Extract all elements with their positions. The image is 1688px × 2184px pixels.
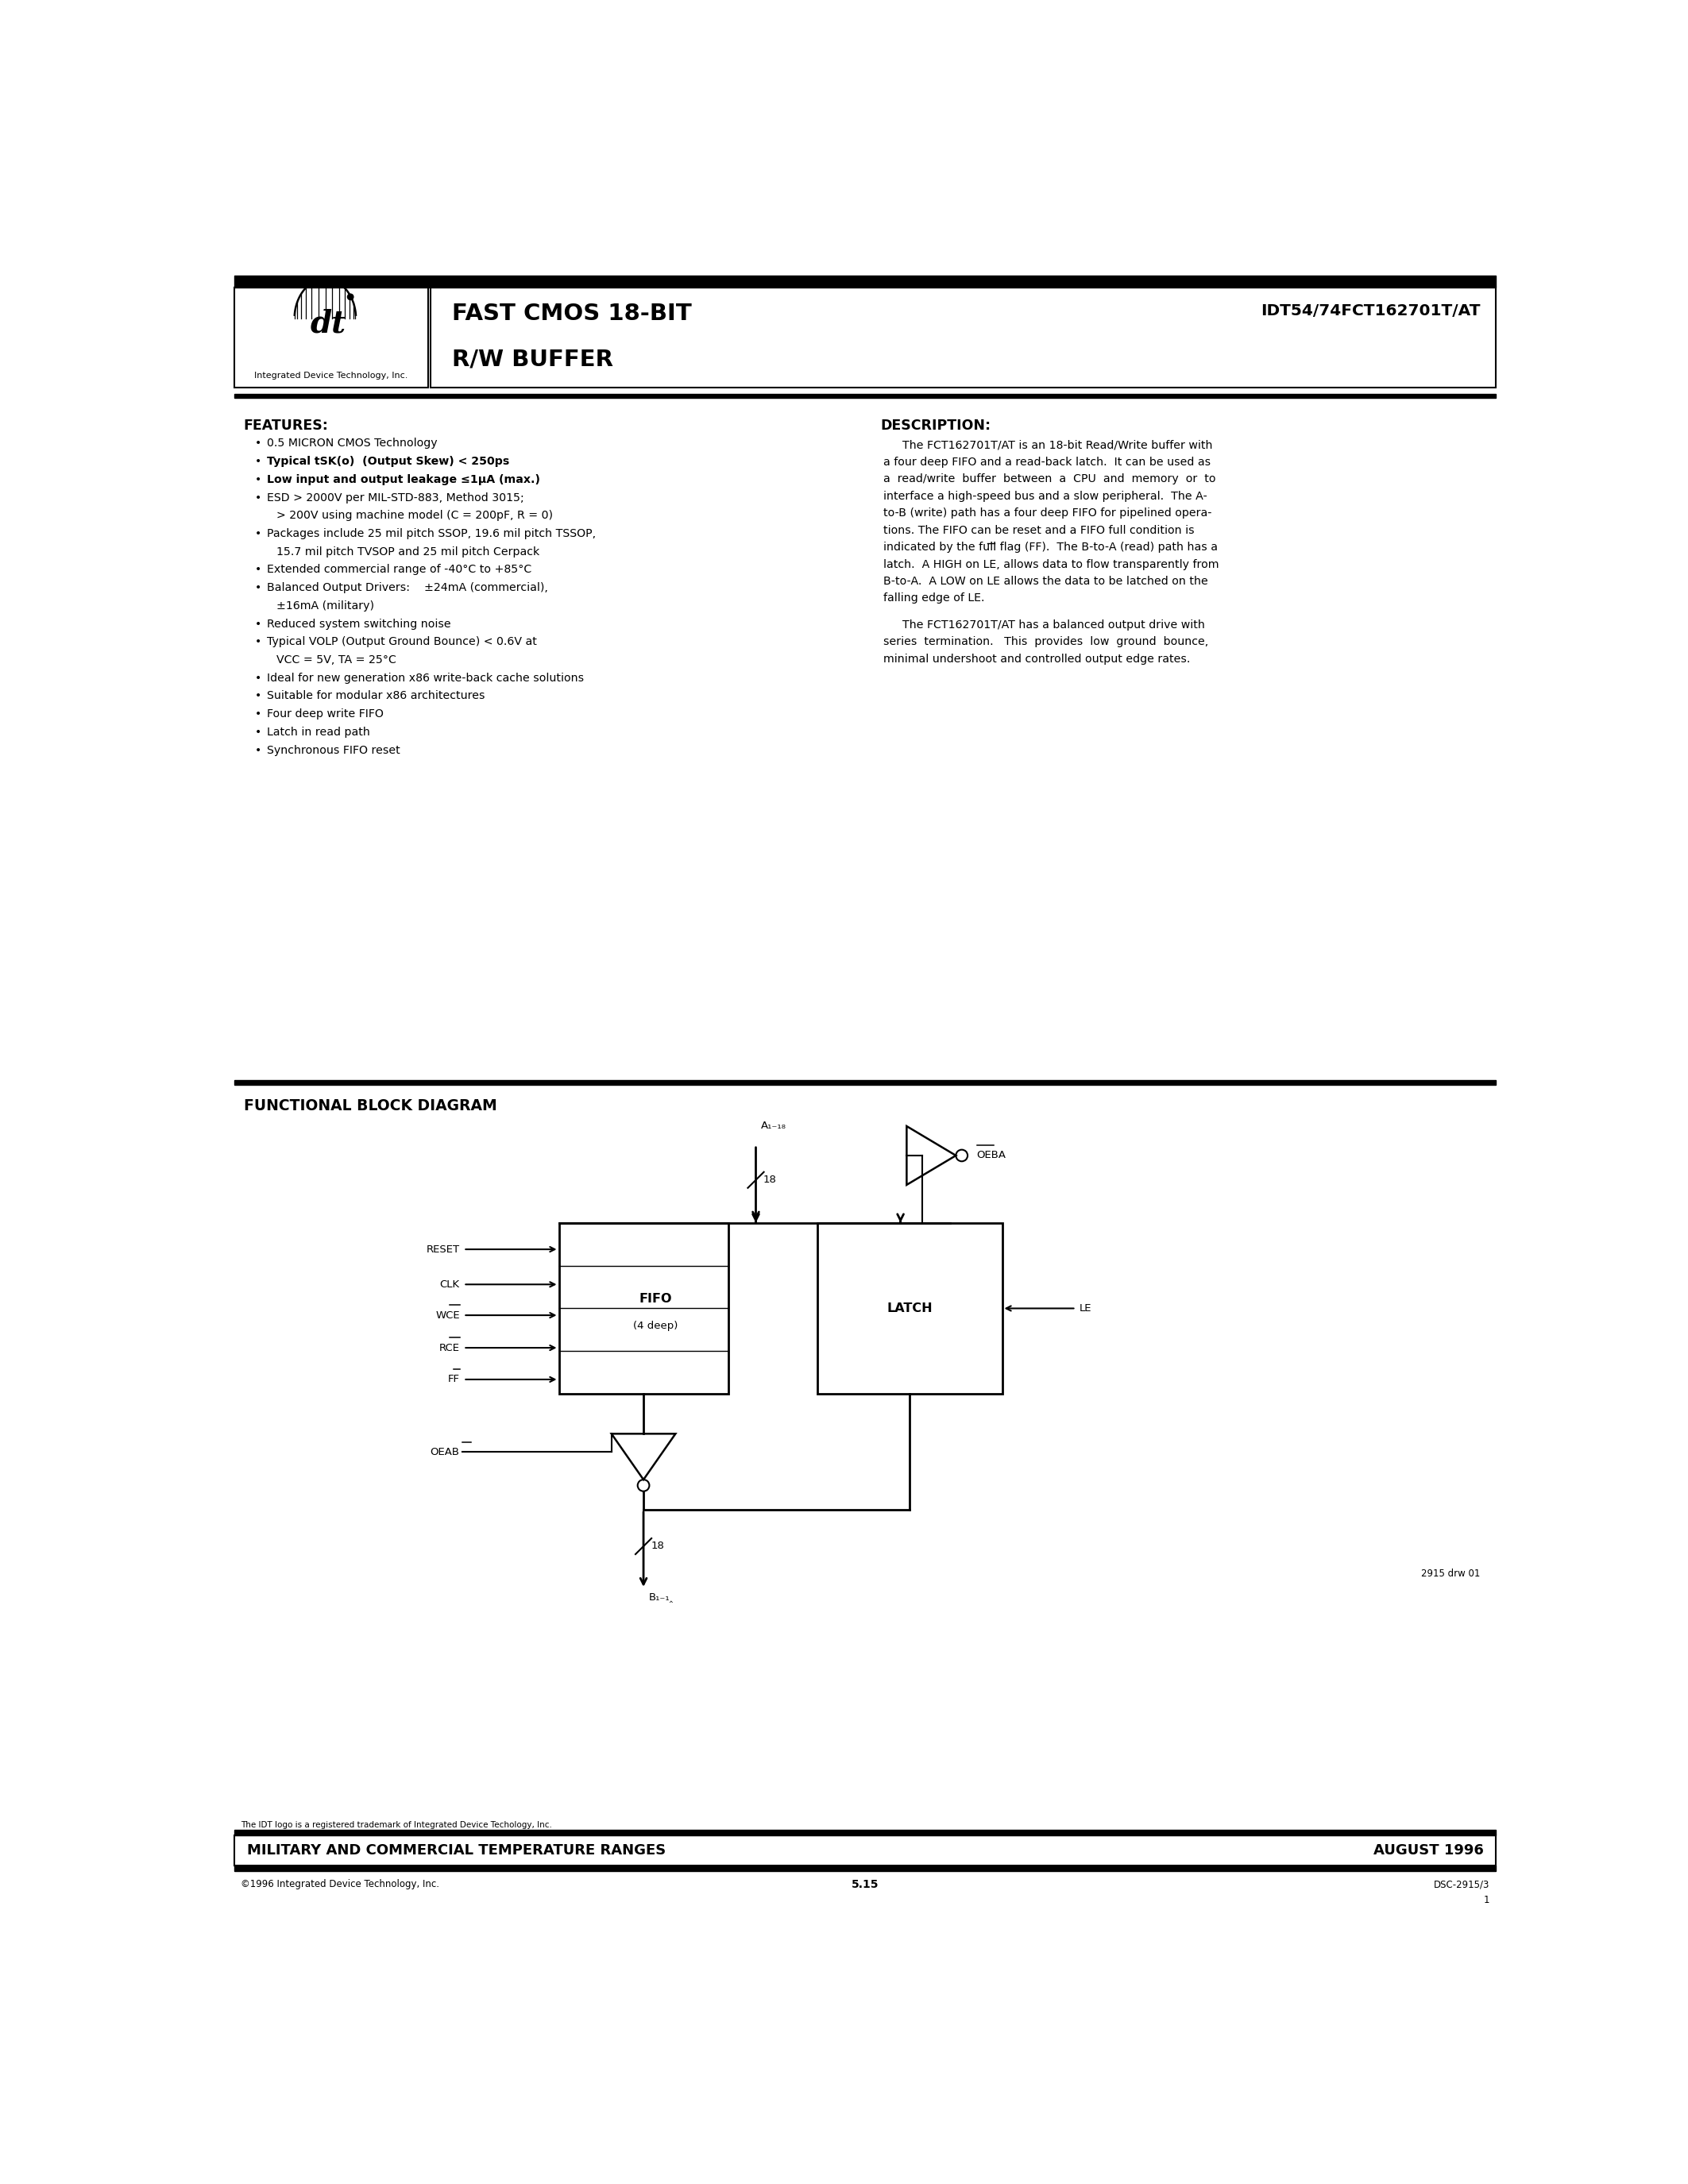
Text: •: • — [255, 491, 262, 502]
Text: indicated by the full flag (FF).  The B-to-A (read) path has a: indicated by the full flag (FF). The B-t… — [883, 542, 1219, 553]
Text: B₁₋₁‸: B₁₋₁‸ — [648, 1592, 674, 1603]
Bar — [559, 1223, 728, 1393]
Text: DESCRIPTION:: DESCRIPTION: — [881, 419, 991, 432]
Text: RESET: RESET — [427, 1245, 459, 1254]
Text: The FCT162701T/AT has a balanced output drive with: The FCT162701T/AT has a balanced output … — [901, 620, 1205, 631]
Text: •: • — [255, 456, 262, 467]
Text: The FCT162701T/AT is an 18-bit Read/Write buffer with: The FCT162701T/AT is an 18-bit Read/Writ… — [901, 439, 1212, 450]
Text: Packages include 25 mil pitch SSOP, 19.6 mil pitch TSSOP,: Packages include 25 mil pitch SSOP, 19.6… — [267, 529, 596, 539]
Text: Extended commercial range of -40°C to +85°C: Extended commercial range of -40°C to +8… — [267, 563, 532, 574]
Text: FAST CMOS 18-BIT: FAST CMOS 18-BIT — [452, 304, 692, 325]
Text: 18: 18 — [763, 1175, 776, 1186]
Text: B-to-A.  A LOW on LE allows the data to be latched on the: B-to-A. A LOW on LE allows the data to b… — [883, 577, 1209, 587]
Text: to-B (write) path has a four deep FIFO for pipelined opera-: to-B (write) path has a four deep FIFO f… — [883, 507, 1212, 520]
Text: Low input and output leakage ≤1μA (max.): Low input and output leakage ≤1μA (max.) — [267, 474, 540, 485]
Text: •: • — [255, 708, 262, 719]
Text: IDT54/74FCT162701T/AT: IDT54/74FCT162701T/AT — [1261, 304, 1480, 319]
Text: 5.15: 5.15 — [851, 1878, 879, 1889]
Text: Integrated Device Technology, Inc.: Integrated Device Technology, Inc. — [255, 371, 408, 380]
Bar — [235, 1081, 1496, 1085]
Text: Suitable for modular x86 architectures: Suitable for modular x86 architectures — [267, 690, 484, 701]
Text: ©1996 Integrated Device Technology, Inc.: ©1996 Integrated Device Technology, Inc. — [241, 1878, 439, 1889]
Bar — [235, 1865, 1496, 1872]
Text: MILITARY AND COMMERCIAL TEMPERATURE RANGES: MILITARY AND COMMERCIAL TEMPERATURE RANG… — [246, 1843, 665, 1859]
Text: OEAB: OEAB — [430, 1448, 459, 1457]
Text: FF: FF — [447, 1374, 459, 1385]
Text: Synchronous FIFO reset: Synchronous FIFO reset — [267, 745, 400, 756]
Text: OEBA: OEBA — [977, 1151, 1006, 1160]
Text: •: • — [255, 690, 262, 701]
Text: Four deep write FIFO: Four deep write FIFO — [267, 708, 383, 719]
Text: 1: 1 — [1484, 1894, 1489, 1904]
Text: 2915 drw 01: 2915 drw 01 — [1421, 1568, 1480, 1579]
Text: •: • — [255, 745, 262, 756]
Text: 15.7 mil pitch TVSOP and 25 mil pitch Cerpack: 15.7 mil pitch TVSOP and 25 mil pitch Ce… — [277, 546, 540, 557]
Text: CLK: CLK — [441, 1280, 459, 1289]
Text: A₁₋₁₈: A₁₋₁₈ — [761, 1120, 787, 1131]
Bar — [430, 288, 1496, 387]
Text: falling edge of LE.: falling edge of LE. — [883, 592, 984, 603]
Text: •: • — [255, 583, 262, 594]
Text: 18: 18 — [652, 1542, 665, 1551]
Text: •: • — [255, 529, 262, 539]
Text: (4 deep): (4 deep) — [633, 1321, 679, 1330]
Text: LE: LE — [1079, 1304, 1092, 1313]
Text: RCE: RCE — [439, 1343, 459, 1352]
Text: FEATURES:: FEATURES: — [243, 419, 329, 432]
Circle shape — [348, 295, 353, 299]
Text: Balanced Output Drivers:    ±24mA (commercial),: Balanced Output Drivers: ±24mA (commerci… — [267, 583, 549, 594]
Text: FUNCTIONAL BLOCK DIAGRAM: FUNCTIONAL BLOCK DIAGRAM — [243, 1099, 496, 1114]
Text: minimal undershoot and controlled output edge rates.: minimal undershoot and controlled output… — [883, 653, 1190, 664]
Text: FIFO: FIFO — [640, 1293, 672, 1306]
Text: Latch in read path: Latch in read path — [267, 727, 370, 738]
Text: VCC = 5V, TA = 25°C: VCC = 5V, TA = 25°C — [277, 655, 397, 666]
Text: a four deep FIFO and a read-back latch.  It can be used as: a four deep FIFO and a read-back latch. … — [883, 456, 1210, 467]
Text: 0.5 MICRON CMOS Technology: 0.5 MICRON CMOS Technology — [267, 439, 437, 450]
Text: Typical tSK(o)  (Output Skew) < 250ps: Typical tSK(o) (Output Skew) < 250ps — [267, 456, 510, 467]
Bar — [235, 1835, 1496, 1865]
Text: •: • — [255, 474, 262, 485]
Text: tions. The FIFO can be reset and a FIFO full condition is: tions. The FIFO can be reset and a FIFO … — [883, 524, 1195, 535]
Text: > 200V using machine model (C = 200pF, R = 0): > 200V using machine model (C = 200pF, R… — [277, 511, 552, 522]
Text: The IDT logo is a registered trademark of Integrated Device Techology, Inc.: The IDT logo is a registered trademark o… — [241, 1821, 552, 1828]
Text: WCE: WCE — [436, 1310, 459, 1321]
Text: •: • — [255, 439, 262, 450]
Bar — [817, 1223, 1003, 1393]
Text: latch.  A HIGH on LE, allows data to flow transparently from: latch. A HIGH on LE, allows data to flow… — [883, 559, 1219, 570]
Text: interface a high-speed bus and a slow peripheral.  The A-: interface a high-speed bus and a slow pe… — [883, 491, 1207, 502]
Text: •: • — [255, 673, 262, 684]
Text: Reduced system switching noise: Reduced system switching noise — [267, 618, 451, 629]
Text: Typical VOLP (Output Ground Bounce) < 0.6V at: Typical VOLP (Output Ground Bounce) < 0.… — [267, 636, 537, 646]
Text: dt: dt — [311, 308, 346, 339]
Bar — [235, 275, 1496, 288]
Text: •: • — [255, 618, 262, 629]
Text: ±16mA (military): ±16mA (military) — [277, 601, 375, 612]
Bar — [235, 288, 429, 387]
Text: Ideal for new generation x86 write-back cache solutions: Ideal for new generation x86 write-back … — [267, 673, 584, 684]
Text: DSC-2915/3: DSC-2915/3 — [1433, 1878, 1489, 1889]
Text: •: • — [255, 636, 262, 646]
Text: ESD > 2000V per MIL-STD-883, Method 3015;: ESD > 2000V per MIL-STD-883, Method 3015… — [267, 491, 525, 502]
Text: a  read/write  buffer  between  a  CPU  and  memory  or  to: a read/write buffer between a CPU and me… — [883, 474, 1215, 485]
Text: AUGUST 1996: AUGUST 1996 — [1372, 1843, 1484, 1859]
Bar — [235, 1830, 1496, 1835]
Text: •: • — [255, 563, 262, 574]
Text: ®: ® — [351, 277, 358, 284]
Text: •: • — [255, 727, 262, 738]
Text: series  termination.   This  provides  low  ground  bounce,: series termination. This provides low gr… — [883, 636, 1209, 649]
Text: R/W BUFFER: R/W BUFFER — [452, 349, 613, 371]
Text: LATCH: LATCH — [886, 1302, 932, 1315]
Bar — [235, 393, 1496, 397]
